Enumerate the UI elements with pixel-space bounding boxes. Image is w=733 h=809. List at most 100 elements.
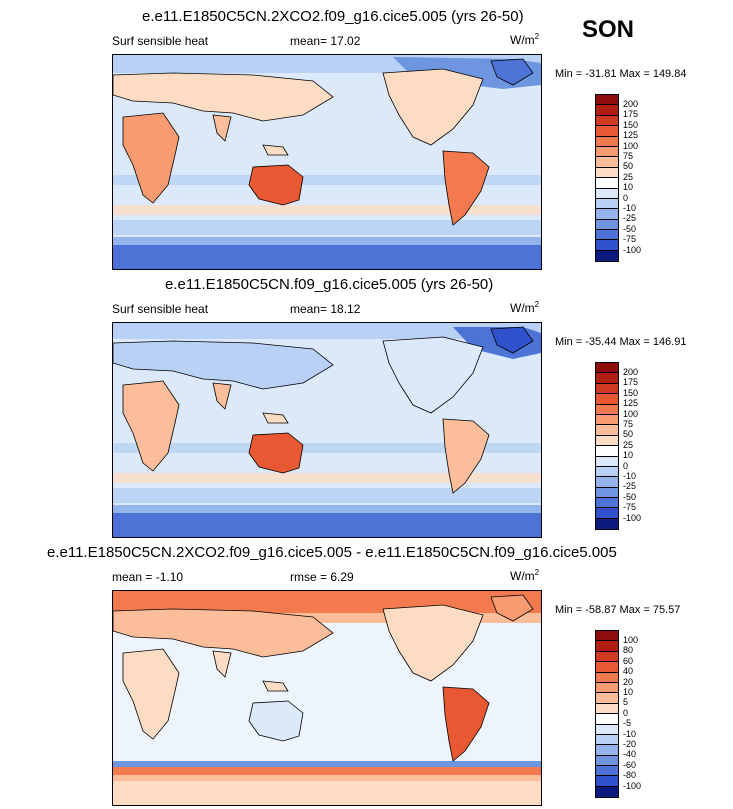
panel2-title: e.e11.E1850C5CN.f09_g16.cice5.005 (yrs 2… <box>165 276 494 293</box>
panel3-map-svg <box>113 591 541 805</box>
colorbar-tick-label: 125 <box>623 130 639 141</box>
panel1-unit: W/m2 <box>510 32 540 47</box>
panel2-map-svg <box>113 323 541 537</box>
panel1-map <box>112 54 542 270</box>
colorbar-swatch <box>596 394 618 405</box>
colorbar-tick-label: 200 <box>623 367 639 377</box>
colorbar-tick-label: 100 <box>623 140 639 151</box>
colorbar-swatch <box>596 126 618 137</box>
colorbar-swatch <box>596 250 618 262</box>
colorbar-swatch <box>596 631 618 642</box>
panel2-mean: mean= 18.12 <box>290 302 361 316</box>
colorbar-swatch <box>596 167 618 179</box>
colorbar-swatch <box>596 745 618 756</box>
colorbar-tick-label: -50 <box>623 223 637 234</box>
colorbar-swatch <box>596 188 618 199</box>
colorbar-tick-label: 10 <box>623 450 634 461</box>
panel2-minmax: Min = -35.44 Max = 146.91 <box>555 336 687 348</box>
colorbar-swatch <box>596 404 618 415</box>
colorbar-swatch <box>596 209 618 220</box>
colorbar-swatch <box>596 518 618 530</box>
panel1-mean: mean= 17.02 <box>290 34 361 48</box>
colorbar-tick-label: -80 <box>623 770 637 781</box>
colorbar-swatch <box>596 714 618 725</box>
colorbar-swatch <box>596 466 618 478</box>
panel1-colorbar <box>595 94 619 263</box>
colorbar-swatch <box>596 456 618 467</box>
panel3-mean: mean = -1.10 <box>112 570 184 584</box>
colorbar-swatch <box>596 641 618 652</box>
colorbar-tick-label: 150 <box>623 387 639 398</box>
colorbar-swatch <box>596 178 618 189</box>
colorbar-swatch <box>596 487 618 499</box>
colorbar-tick-label: -25 <box>623 481 637 492</box>
colorbar-swatch <box>596 703 618 715</box>
colorbar-tick-label: -10 <box>623 203 637 213</box>
colorbar-tick-label: 200 <box>623 99 639 109</box>
colorbar-swatch <box>596 146 618 158</box>
colorbar-tick-label: -75 <box>623 502 637 513</box>
colorbar-tick-label: 50 <box>623 429 634 440</box>
colorbar-tick-label: 100 <box>623 408 639 419</box>
colorbar-swatch <box>596 435 618 447</box>
colorbar-swatch <box>596 651 618 663</box>
colorbar-swatch <box>596 776 618 787</box>
colorbar-swatch <box>596 446 618 457</box>
colorbar-swatch <box>596 755 618 767</box>
colorbar-swatch <box>596 414 618 426</box>
colorbar-tick-label: -20 <box>623 739 637 749</box>
colorbar-swatch <box>596 766 618 777</box>
colorbar-swatch <box>596 157 618 168</box>
colorbar-tick-label: 75 <box>623 151 634 161</box>
colorbar-tick-label: 175 <box>623 377 639 388</box>
colorbar-swatch <box>596 219 618 231</box>
colorbar-tick-label: -100 <box>623 512 642 523</box>
colorbar-tick-label: 0 <box>623 460 629 471</box>
colorbar-swatch <box>596 105 618 116</box>
panel3-colorbar <box>595 630 619 799</box>
colorbar-swatch <box>596 693 618 704</box>
colorbar-swatch <box>596 786 618 798</box>
colorbar-tick-label: 175 <box>623 109 639 120</box>
colorbar-tick-label: 10 <box>623 687 634 697</box>
colorbar-swatch <box>596 383 618 395</box>
colorbar-tick-label: -60 <box>623 759 637 770</box>
colorbar-swatch <box>596 724 618 735</box>
panel3-unit: W/m2 <box>510 568 540 583</box>
colorbar-swatch <box>596 662 618 673</box>
colorbar-swatch <box>596 425 618 436</box>
panel1-minmax: Min = -31.81 Max = 149.84 <box>555 68 687 80</box>
colorbar-tick-label: 75 <box>623 419 634 429</box>
colorbar-swatch <box>596 508 618 519</box>
colorbar-tick-label: -10 <box>623 728 637 739</box>
colorbar-swatch <box>596 373 618 384</box>
colorbar-swatch <box>596 115 618 127</box>
colorbar-tick-label: -50 <box>623 491 637 502</box>
colorbar-tick-label: 60 <box>623 655 634 666</box>
colorbar-tick-label: -75 <box>623 234 637 245</box>
panel3-map <box>112 590 542 806</box>
panel2-colorbar <box>595 362 619 531</box>
colorbar-swatch <box>596 734 618 746</box>
colorbar-tick-label: 125 <box>623 398 639 409</box>
panel1-title: e.e11.E1850C5CN.2XCO2.f09_g16.cice5.005 … <box>142 8 524 25</box>
colorbar-tick-label: -100 <box>623 244 642 255</box>
colorbar-tick-label: 25 <box>623 439 634 450</box>
panel1-variable: Surf sensible heat <box>112 34 209 48</box>
colorbar-tick-label: 20 <box>623 676 634 687</box>
colorbar-swatch <box>596 136 618 147</box>
colorbar-swatch <box>596 240 618 251</box>
season-label: SON <box>582 16 635 43</box>
colorbar-tick-label: 80 <box>623 645 634 656</box>
panel2-variable: Surf sensible heat <box>112 302 209 316</box>
colorbar-swatch <box>596 477 618 488</box>
colorbar-tick-label: -100 <box>623 780 642 791</box>
colorbar-tick-label: -10 <box>623 471 637 481</box>
colorbar-swatch <box>596 95 618 106</box>
colorbar-tick-label: -5 <box>623 718 632 729</box>
colorbar-tick-label: -25 <box>623 213 637 224</box>
colorbar-tick-label: 40 <box>623 666 634 677</box>
colorbar-tick-label: 100 <box>623 635 639 645</box>
colorbar-swatch <box>596 198 618 210</box>
panel3-rmse: rmse = 6.29 <box>290 570 354 584</box>
